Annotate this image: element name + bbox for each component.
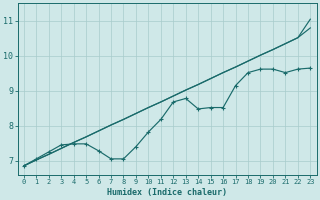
- X-axis label: Humidex (Indice chaleur): Humidex (Indice chaleur): [107, 188, 227, 197]
